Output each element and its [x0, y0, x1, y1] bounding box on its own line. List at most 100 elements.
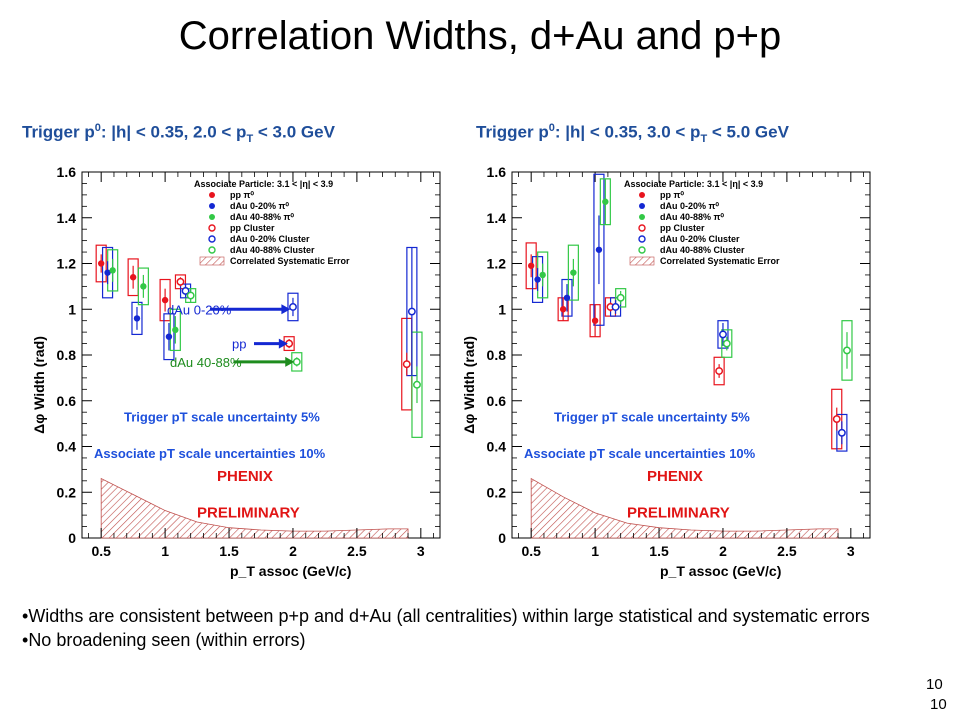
systematic-box: [163, 313, 175, 361]
x-tick-label: 3: [417, 543, 425, 559]
bullet-text: No broadening seen (within errors): [28, 630, 306, 650]
legend-marker: [638, 246, 646, 254]
y-tick-label: 0.6: [57, 393, 77, 409]
data-point: [539, 271, 546, 279]
legend-marker: [638, 235, 646, 243]
systematic-box: [836, 413, 848, 452]
trigger-left-post: < 3.0 GeV: [253, 122, 335, 142]
bullet-text: Widths are consistent between p+p and d+…: [28, 606, 870, 626]
data-point: [104, 269, 111, 276]
annotation-arrow-head: [285, 356, 295, 367]
trigger-left-sub: T: [246, 133, 254, 146]
trigger-right-sub: T: [700, 133, 708, 146]
legend-entry: dAu 40-88% π⁰: [660, 212, 724, 222]
bullet-item: •No broadening seen (within errors): [22, 630, 306, 650]
data-point: [402, 360, 411, 369]
data-point: [722, 339, 731, 348]
data-point: [133, 315, 141, 322]
x-tick-label: 2: [289, 543, 297, 559]
trigger-right-sup: 0: [548, 122, 555, 134]
correlated-systematic-band: [530, 477, 839, 539]
bullet-list: •Widths are consistent between p+p and d…: [22, 604, 922, 652]
y-tick-label: 0.4: [57, 439, 77, 455]
data-point: [176, 277, 185, 286]
data-point: [559, 306, 567, 313]
preliminary-label: PRELIMINARY: [197, 504, 300, 521]
systematic-box: [561, 278, 573, 317]
legend-marker: [208, 235, 216, 243]
legend-entry: dAu 0-20% Cluster: [230, 234, 310, 244]
systematic-box: [411, 331, 423, 438]
legend-title: Associate Particle: 3.1 < |η| < 3.9: [194, 179, 333, 189]
systematic-box: [95, 244, 107, 283]
x-tick-label: 2.5: [777, 543, 797, 559]
legend-hatch: [199, 256, 225, 266]
y-tick-label: 1.4: [57, 210, 77, 226]
systematic-box: [169, 308, 181, 352]
plot-frame: [81, 171, 441, 539]
y-axis-label: Δφ Width (rad): [31, 336, 47, 434]
x-tick-label: 2.5: [347, 543, 367, 559]
data-point: [413, 380, 421, 389]
systematic-box: [159, 278, 171, 322]
data-point: [843, 346, 851, 355]
systematic-box: [567, 244, 579, 301]
data-point: [715, 367, 724, 375]
systematic-box: [593, 173, 605, 326]
data-point: [292, 357, 301, 366]
x-tick-label: 0.5: [91, 543, 111, 559]
y-tick-label: 0.8: [487, 347, 507, 363]
data-point: [181, 287, 190, 295]
x-tick-label: 3: [847, 543, 855, 559]
data-point: [832, 415, 841, 423]
trigger-label-right: Trigger p0: |h| < 0.35, 3.0 < pT < 5.0 G…: [476, 122, 789, 145]
legend-marker: [209, 214, 215, 220]
x-axis-label: p_T assoc (GeV/c): [660, 563, 781, 579]
arrow-label: dAu 0-20%: [167, 302, 232, 317]
annotation-assoc-uncertainty: Associate pT scale uncertainties 10%: [524, 446, 756, 461]
legend-entry: Correlated Systematic Error: [660, 256, 780, 266]
x-axis-label: p_T assoc (GeV/c): [230, 563, 351, 579]
legend-entry: pp Cluster: [230, 223, 275, 233]
x-tick-label: 1.5: [649, 543, 669, 559]
legend-marker: [209, 192, 215, 198]
chart-left: 0 0.2 0.4 0.6 0.8 1 1.2 1.4 1.6 0.5 1 1.5 2 2.5 3 p_T a…: [31, 164, 441, 579]
y-tick-label: 0.6: [487, 393, 507, 409]
data-point: [616, 293, 625, 302]
systematic-box: [525, 242, 537, 290]
data-point: [563, 294, 571, 302]
plot-frame: [511, 171, 871, 539]
legend-entry: dAu 40-88% Cluster: [660, 245, 745, 255]
y-tick-label: 1: [498, 301, 506, 317]
legend-entry: dAu 0-20% π⁰: [230, 201, 289, 211]
annotation-trigger-uncertainty: Trigger pT scale uncertainty 5%: [554, 409, 750, 424]
data-point: [837, 428, 846, 437]
systematic-box: [589, 304, 601, 338]
phenix-label: PHENIX: [217, 468, 273, 485]
data-point: [140, 283, 147, 290]
y-tick-label: 0.4: [487, 439, 507, 455]
data-point: [570, 269, 577, 276]
trigger-left-mid: : |h| < 0.35, 2.0 < p: [100, 122, 247, 142]
y-tick-label: 0.2: [57, 484, 77, 500]
annotation-arrow-head: [281, 304, 291, 315]
y-tick-label: 0.2: [487, 484, 507, 500]
y-tick-label: 0: [68, 530, 76, 546]
y-tick-label: 1.2: [57, 256, 77, 272]
systematic-box: [721, 329, 733, 358]
annotation-assoc-uncertainty: Associate pT scale uncertainties 10%: [94, 446, 326, 461]
systematic-box: [717, 320, 729, 349]
legend-marker: [639, 203, 645, 209]
trigger-right-post: < 5.0 GeV: [707, 122, 789, 142]
systematic-box: [841, 320, 853, 381]
data-point: [534, 276, 541, 283]
trigger-label-left: Trigger p0: |h| < 0.35, 2.0 < pT < 3.0 G…: [22, 122, 335, 145]
legend-hatch: [629, 256, 655, 266]
legend-entry: dAu 0-20% π⁰: [660, 201, 719, 211]
data-point: [129, 274, 137, 281]
y-tick-label: 1.6: [57, 164, 77, 180]
preliminary-label: PRELIMINARY: [627, 504, 730, 521]
y-tick-label: 0.8: [57, 347, 77, 363]
legend-entry: pp π⁰: [660, 190, 684, 200]
legend-entry: Correlated Systematic Error: [230, 256, 350, 266]
